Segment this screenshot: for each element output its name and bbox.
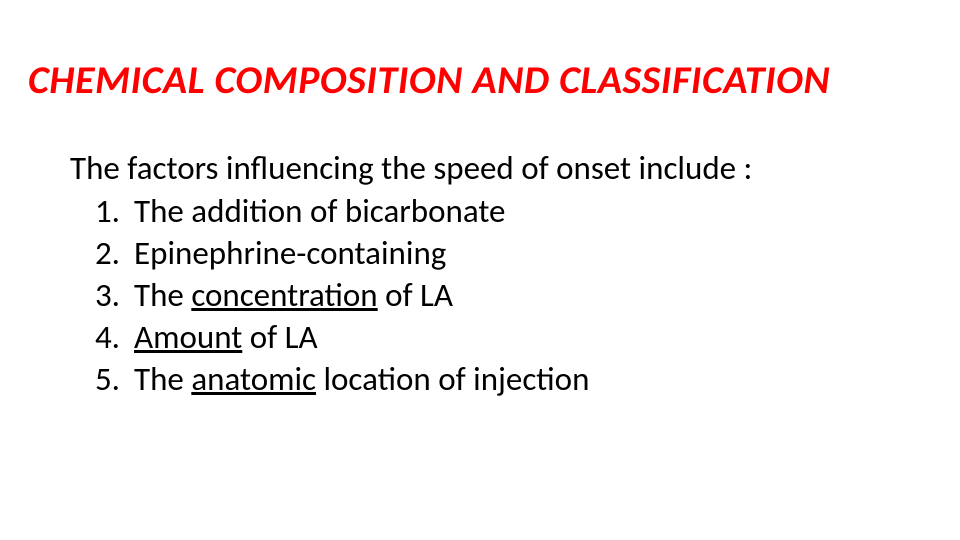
text-segment: The bbox=[134, 359, 191, 399]
list-number: 3. bbox=[70, 274, 120, 316]
list-item: 1. The addition of bicarbonate bbox=[70, 190, 589, 232]
slide-title: CHEMICAL COMPOSITION AND CLASSIFICATION bbox=[28, 55, 830, 104]
text-segment: The bbox=[134, 275, 191, 315]
text-segment: The addition of bicarbonate bbox=[134, 191, 505, 231]
list-number: 5. bbox=[70, 358, 120, 400]
list-text: The anatomic location of injection bbox=[134, 358, 589, 400]
list-text: Epinephrine-containing bbox=[134, 232, 446, 274]
list-item: 3. The concentration of LA bbox=[70, 274, 589, 316]
list-item: 4. Amount of LA bbox=[70, 316, 589, 358]
list-number: 4. bbox=[70, 316, 120, 358]
list-item: 5. The anatomic location of injection bbox=[70, 358, 589, 400]
intro-text: The factors influencing the speed of ons… bbox=[70, 148, 752, 188]
text-segment: of LA bbox=[378, 275, 453, 315]
slide: CHEMICAL COMPOSITION AND CLASSIFICATION … bbox=[0, 0, 960, 540]
list-number: 1. bbox=[70, 190, 120, 232]
list-item: 2. Epinephrine-containing bbox=[70, 232, 589, 274]
list-text: The concentration of LA bbox=[134, 274, 453, 316]
text-segment: location of injection bbox=[316, 359, 589, 399]
underlined-text: concentration bbox=[191, 275, 377, 315]
underlined-text: anatomic bbox=[191, 359, 316, 399]
list-number: 2. bbox=[70, 232, 120, 274]
factors-list: 1. The addition of bicarbonate 2. Epinephri… bbox=[70, 190, 589, 400]
text-segment: Epinephrine-containing bbox=[134, 233, 446, 273]
underlined-text: Amount bbox=[134, 317, 242, 357]
text-segment: of LA bbox=[242, 317, 317, 357]
list-text: The addition of bicarbonate bbox=[134, 190, 505, 232]
list-text: Amount of LA bbox=[134, 316, 318, 358]
